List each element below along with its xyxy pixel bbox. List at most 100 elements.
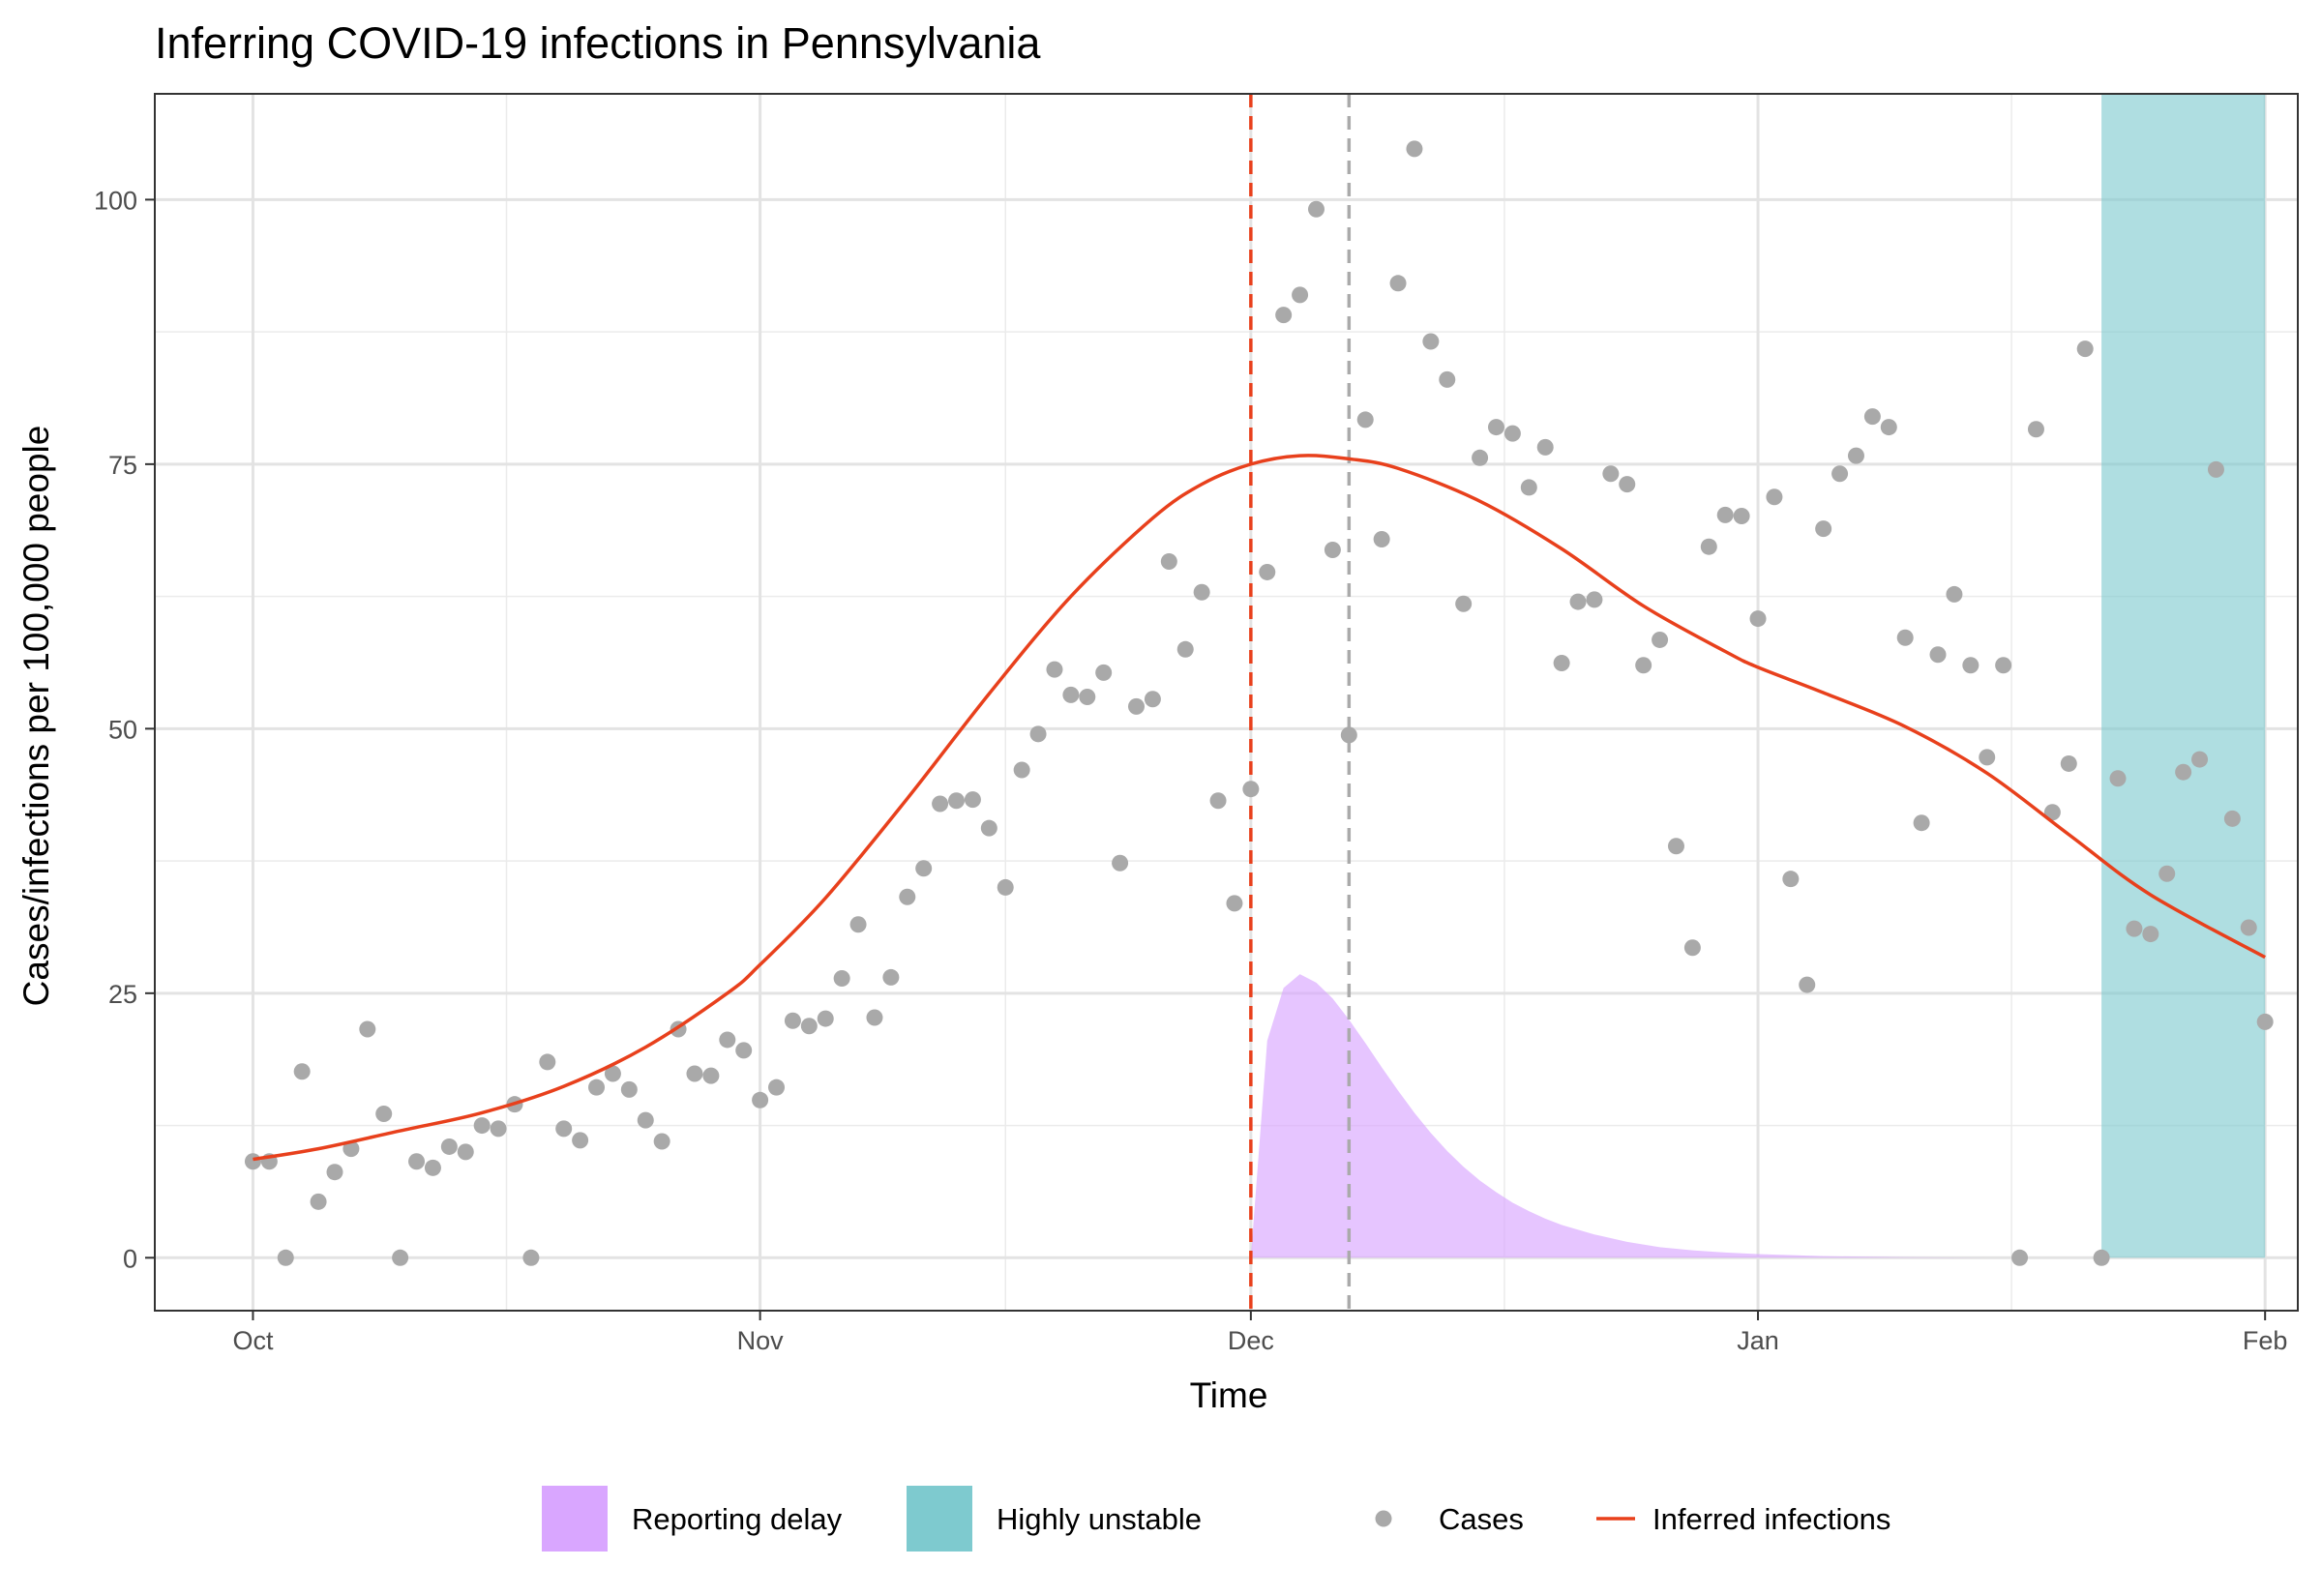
- case-point: [1340, 726, 1357, 744]
- case-point: [784, 1012, 801, 1029]
- case-point: [1536, 438, 1554, 456]
- case-point: [2207, 460, 2224, 478]
- case-point: [1749, 610, 1767, 628]
- case-point: [2240, 919, 2257, 936]
- case-point: [2060, 754, 2077, 772]
- case-point: [1586, 591, 1603, 608]
- legend-label-inferred-infections: Inferred infections: [1652, 1502, 1890, 1536]
- inferred-line-layer: [253, 454, 2267, 1162]
- case-point: [1913, 814, 1930, 832]
- case-point: [1209, 792, 1227, 810]
- case-point: [1144, 691, 1161, 708]
- case-point: [392, 1249, 409, 1266]
- legend-key-cases: [1375, 1510, 1392, 1527]
- case-point: [1863, 408, 1881, 426]
- case-point: [1292, 286, 1309, 304]
- y-tick-label: 50: [108, 715, 137, 744]
- case-point: [1667, 838, 1684, 855]
- case-point: [882, 968, 900, 986]
- case-point: [310, 1193, 327, 1210]
- case-point: [653, 1133, 670, 1150]
- case-point: [1995, 657, 2012, 674]
- case-point: [2109, 770, 2127, 787]
- case-point: [980, 819, 997, 837]
- case-point: [1553, 655, 1570, 672]
- case-point: [1946, 585, 1963, 603]
- case-point: [555, 1120, 573, 1138]
- case-point: [2027, 421, 2044, 438]
- legend-label-cases: Cases: [1439, 1502, 1524, 1536]
- highly-unstable-band: [2101, 94, 2266, 1258]
- case-point: [1013, 761, 1030, 779]
- case-point: [1176, 640, 1194, 658]
- case-point: [1503, 425, 1521, 442]
- case-point: [1307, 200, 1325, 218]
- case-point: [2126, 920, 2143, 937]
- case-point: [964, 791, 981, 809]
- case-point: [1962, 657, 1980, 674]
- legend-label-reporting-delay: Reporting delay: [632, 1502, 843, 1536]
- case-point: [2142, 926, 2159, 943]
- case-point: [702, 1067, 720, 1084]
- case-point: [424, 1159, 441, 1176]
- case-point: [686, 1065, 703, 1082]
- case-point: [1242, 781, 1260, 798]
- inferred-infections-line: [253, 454, 2267, 1162]
- y-tick-label: 0: [123, 1244, 137, 1273]
- legend: Reporting delay Highly unstable Cases Infer…: [542, 1486, 1890, 1552]
- case-point: [1733, 507, 1750, 524]
- case-point: [1799, 976, 1816, 993]
- x-tick-label: Feb: [2243, 1326, 2288, 1355]
- case-point: [1439, 370, 1456, 388]
- case-point: [1635, 657, 1652, 674]
- case-point: [342, 1140, 360, 1158]
- case-point: [1422, 333, 1440, 350]
- case-point: [948, 792, 966, 810]
- case-point: [2093, 1249, 2110, 1266]
- case-point: [1782, 871, 1800, 888]
- case-point: [1979, 749, 1996, 766]
- case-point: [375, 1106, 393, 1123]
- case-point: [2158, 865, 2176, 882]
- case-point: [2191, 751, 2209, 768]
- case-point: [1520, 479, 1537, 496]
- case-point: [522, 1249, 540, 1266]
- case-point: [1472, 449, 1489, 466]
- case-point: [473, 1117, 491, 1135]
- case-point: [620, 1080, 638, 1098]
- case-point: [1880, 419, 1897, 436]
- case-point: [1896, 629, 1914, 646]
- case-point: [359, 1020, 376, 1038]
- case-point: [1275, 307, 1293, 324]
- case-point: [768, 1079, 786, 1096]
- reporting-delay-area: [1250, 974, 1987, 1258]
- x-tick-label: Jan: [1737, 1326, 1779, 1355]
- x-axis: Oct Nov Dec Jan Feb: [232, 1311, 2287, 1355]
- case-point: [1766, 488, 1783, 506]
- case-point: [752, 1091, 769, 1108]
- legend-key-reporting-delay: [542, 1486, 608, 1552]
- plot-frame: [154, 93, 2299, 1312]
- reference-lines: [1249, 94, 1352, 1311]
- case-point: [1831, 465, 1849, 483]
- x-tick-label: Dec: [1228, 1326, 1274, 1355]
- case-point: [833, 970, 850, 988]
- case-point: [1324, 541, 1341, 558]
- case-point: [1226, 895, 1243, 912]
- case-point: [244, 1153, 261, 1170]
- case-point: [1259, 563, 1276, 580]
- case-point: [1079, 689, 1096, 706]
- case-point: [1193, 583, 1210, 601]
- case-point: [1160, 553, 1177, 571]
- case-point: [1929, 646, 1947, 664]
- case-point: [1815, 520, 1832, 538]
- case-point: [408, 1153, 426, 1170]
- x-tick-label: Oct: [232, 1326, 274, 1355]
- case-point: [2223, 810, 2241, 827]
- case-point: [719, 1031, 736, 1049]
- case-point: [1062, 686, 1080, 703]
- case-point: [457, 1143, 474, 1161]
- case-point: [932, 795, 949, 813]
- case-point: [2011, 1249, 2029, 1266]
